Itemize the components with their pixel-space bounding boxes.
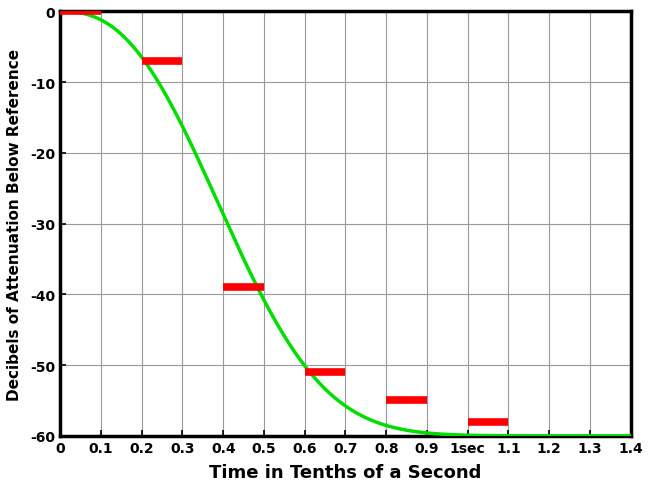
X-axis label: Time in Tenths of a Second: Time in Tenths of a Second	[209, 463, 482, 481]
Y-axis label: Decibels of Attenuation Below Reference: Decibels of Attenuation Below Reference	[7, 48, 22, 400]
